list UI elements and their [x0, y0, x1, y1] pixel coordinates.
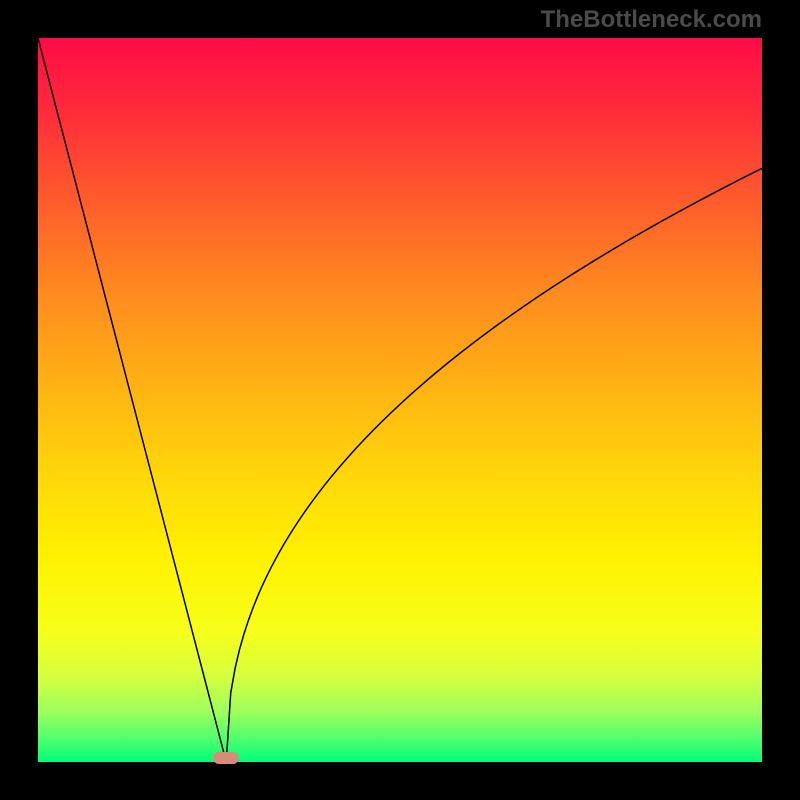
curve-path — [38, 38, 762, 762]
chart-container: TheBottleneck.com — [0, 0, 800, 800]
optimal-point-marker — [213, 752, 239, 764]
bottleneck-curve — [38, 38, 762, 762]
watermark-text: TheBottleneck.com — [541, 6, 762, 34]
plot-area — [38, 38, 762, 762]
